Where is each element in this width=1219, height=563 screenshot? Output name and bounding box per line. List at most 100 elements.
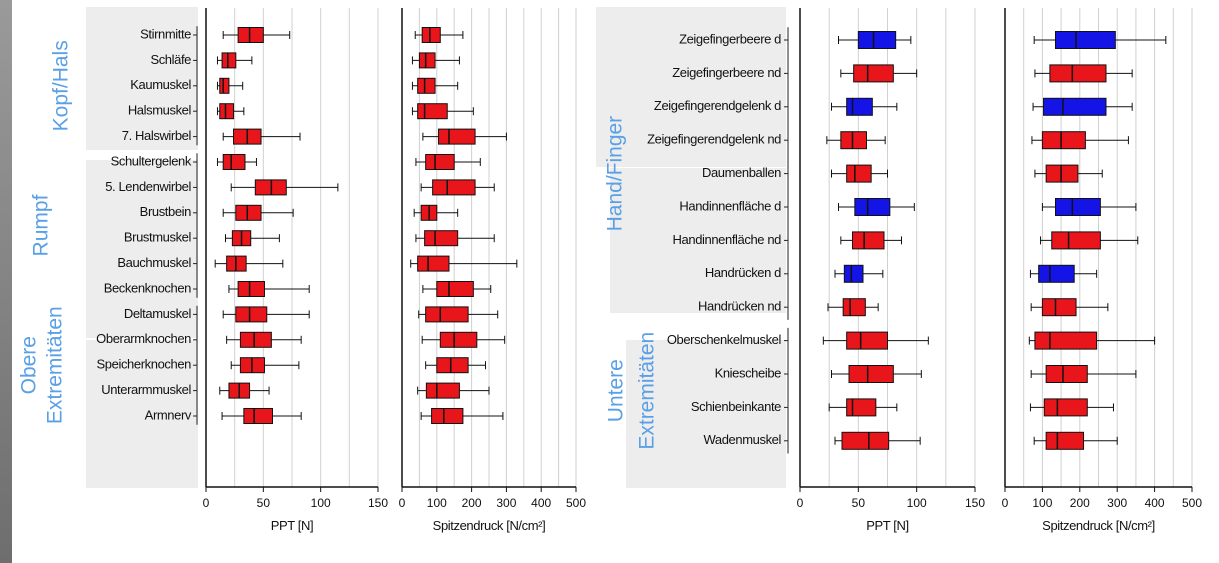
iqr-box — [853, 64, 894, 83]
box-9 — [827, 298, 879, 317]
box-5 — [222, 128, 301, 145]
box-1 — [414, 27, 464, 43]
group-label: Rumpf — [30, 194, 53, 256]
iqr-box — [418, 52, 436, 69]
x-tick-label: 200 — [462, 496, 482, 510]
x-tick-label: 100 — [1032, 496, 1052, 510]
category-label: Kniescheibe — [715, 365, 782, 380]
category-label: Bauchmuskel — [117, 255, 191, 270]
box-9 — [224, 230, 280, 247]
box-12 — [418, 306, 499, 323]
iqr-box — [417, 255, 450, 272]
group-label: Extremitäten — [44, 306, 67, 424]
iqr-box — [425, 154, 455, 170]
category-label: Handinnenfläche d — [679, 198, 781, 213]
x-tick-label: 300 — [1107, 496, 1127, 510]
iqr-box — [239, 331, 272, 348]
iqr-box — [846, 97, 873, 116]
x-tick-label: 100 — [427, 496, 447, 510]
category-label: Stirnmitte — [140, 26, 191, 41]
x-tick-label: 0 — [203, 496, 210, 510]
box-3 — [216, 77, 244, 94]
iqr-box — [1051, 231, 1101, 250]
iqr-box — [221, 52, 237, 69]
iqr-box — [843, 264, 864, 283]
panel-2-2: 0 100 200 300 400 500 Spitzendruck [N/cm²] — [1002, 8, 1202, 533]
box-7 — [840, 231, 902, 250]
window-edge — [0, 0, 12, 563]
iqr-box — [842, 298, 866, 317]
box-3 — [1032, 97, 1133, 116]
box-7 — [420, 179, 495, 196]
box-11 — [831, 365, 922, 383]
group-background-3 — [86, 340, 198, 488]
box-3 — [831, 97, 898, 116]
category-label: Schultergelenk — [111, 153, 192, 168]
group-background-3 — [626, 340, 786, 488]
box-6 — [1041, 198, 1137, 216]
category-label: Zeigefingerendgelenk d — [654, 98, 781, 113]
x-tick-label: 50 — [257, 496, 271, 510]
iqr-box — [1054, 198, 1101, 216]
group-label: Extremitäten — [636, 332, 659, 450]
box-13 — [226, 331, 302, 348]
box-2 — [216, 52, 253, 69]
x-tick-label: 200 — [1070, 496, 1090, 510]
box-10 — [1028, 331, 1156, 350]
box-6 — [838, 198, 915, 216]
iqr-box — [852, 231, 885, 250]
group-label: Hand/Finger — [604, 116, 627, 232]
box-16 — [420, 408, 504, 424]
iqr-box — [237, 27, 264, 43]
group-label: Untere — [605, 359, 628, 422]
x-tick-label: 150 — [965, 496, 985, 510]
iqr-box — [425, 382, 460, 399]
group-background-2 — [86, 160, 198, 338]
box-11 — [422, 281, 492, 297]
x-tick-label: 500 — [566, 496, 586, 510]
iqr-box — [439, 331, 478, 348]
category-label: Zeigefingerendgelenk nd — [647, 132, 781, 147]
box-12 — [222, 306, 310, 323]
iqr-box — [857, 31, 897, 49]
box-11 — [1030, 365, 1137, 383]
box-13 — [834, 431, 921, 450]
x-axis-label: Spitzendruck [N/cm²] — [1042, 518, 1155, 533]
iqr-box — [1041, 298, 1077, 317]
category-label: Kaumuskel — [130, 77, 191, 92]
x-tick-label: 300 — [496, 496, 516, 510]
iqr-box — [425, 306, 469, 323]
chart-2: Hand/Finger Untere Extremitäten Zeigefinger… — [596, 7, 1202, 533]
iqr-box — [436, 281, 474, 297]
box-4 — [411, 103, 474, 120]
iqr-box — [222, 154, 246, 170]
iqr-box — [1034, 331, 1098, 350]
group-background-1 — [86, 7, 198, 150]
iqr-box — [1054, 31, 1116, 49]
box-2 — [1034, 64, 1133, 83]
panel-1-2: 0 100 200 300 400 500 Spitzendruck [N/cm²] — [399, 8, 586, 533]
box-6 — [415, 154, 481, 170]
category-label: Unterarmmuskel — [101, 382, 191, 397]
iqr-box — [417, 103, 448, 120]
iqr-box — [848, 365, 894, 383]
category-label: Handinnenfläche nd — [673, 232, 782, 247]
box-5 — [422, 128, 507, 145]
box-15 — [219, 382, 270, 399]
panel-1-1: 0 50 100 150 PPT [N] — [203, 8, 388, 533]
iqr-box — [840, 131, 867, 150]
x-tick-label: 0 — [797, 496, 804, 510]
category-label: Daumenballen — [702, 165, 781, 180]
iqr-box — [1038, 264, 1075, 283]
box-7 — [230, 179, 339, 196]
category-label: 5. Lendenwirbel — [105, 179, 191, 194]
iqr-box — [436, 357, 469, 374]
box-1 — [838, 31, 912, 49]
x-tick-label: 150 — [368, 496, 388, 510]
box-11 — [228, 281, 310, 297]
category-label: Oberschenkelmuskel — [667, 332, 782, 347]
iqr-box — [1043, 97, 1107, 116]
x-tick-label: 100 — [907, 496, 927, 510]
group-background-2 — [610, 168, 786, 313]
